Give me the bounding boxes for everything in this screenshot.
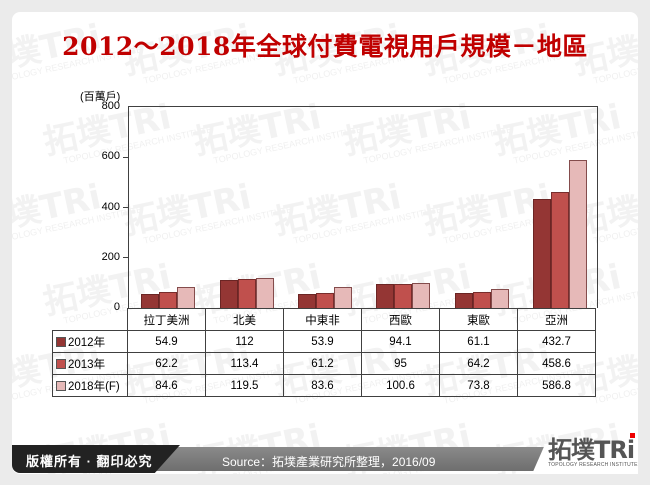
bar [490,289,509,308]
legend-label: 2012年 [68,336,106,349]
chart-title: 2012～2018年全球付費電視用戶規模－地區 [62,32,588,61]
category-label: 拉丁美洲 [127,308,206,331]
bar [237,279,256,308]
category-label: 西歐 [361,308,440,331]
bar [333,287,352,308]
bar [454,293,473,308]
y-tick-800: 800 [101,100,120,112]
watermark-subtext: TOPOLOGY RESEARCH INSTITUTE [12,204,144,246]
table-cell: 458.6 [517,352,596,375]
table-header-row: 拉丁美洲 北美 中東非 西歐 東歐 亞洲 [52,308,596,331]
y-tick-400: 400 [101,201,120,213]
legend-item-2018f: 2018年(F) [52,374,128,397]
bar [315,293,334,308]
legend-item-2013: 2013年 [52,352,128,375]
table-cell: 112 [205,330,284,353]
category-label: 亞洲 [517,308,596,331]
y-tick-600: 600 [101,150,120,162]
table-corner [52,308,128,331]
bar [412,283,431,308]
bar [550,192,569,308]
table-cell: 119.5 [205,374,284,397]
bar [297,294,316,308]
logo-red-dot-icon [629,433,635,438]
bar [472,292,491,308]
watermark-subtext: TOPOLOGY RESEARCH INSTITUTE [592,364,638,406]
copyright-text: 版權所有 · 翻印必究 [26,454,153,469]
table-cell: 586.8 [517,374,596,397]
legend-label: 2013年 [68,358,106,371]
table-cell: 53.9 [283,330,362,353]
table-cell: 73.8 [439,374,518,397]
bar [532,199,551,308]
bar [219,280,238,308]
table-cell: 84.6 [127,374,206,397]
footer-source-band [132,447,552,471]
bar [376,284,395,308]
table-cell: 61.2 [283,352,362,375]
footer-logo-area [532,445,638,474]
legend-swatch-icon [56,380,66,391]
table-cell: 54.9 [127,330,206,353]
data-table: 拉丁美洲 北美 中東非 西歐 東歐 亞洲 2012年 54.9 112 53.9… [52,308,596,397]
y-tickmark [123,157,128,158]
category-label: 中東非 [283,308,362,331]
bar [177,287,196,308]
table-cell: 61.1 [439,330,518,353]
table-cell: 83.6 [283,374,362,397]
logo-subtitle: TOPOLOGY RESEARCH INSTITUTE [548,462,638,468]
table-cell: 432.7 [517,330,596,353]
table-row: 2018年(F) 84.6 119.5 83.6 100.6 73.8 586.… [52,374,596,397]
legend-swatch-icon [56,336,66,347]
category-label: 東歐 [439,308,518,331]
legend-label: 2018年(F) [68,380,120,393]
table-row: 2013年 62.2 113.4 61.2 95 64.2 458.6 [52,352,596,375]
bar [394,284,413,308]
plot-area [128,106,598,308]
y-tick-200: 200 [101,251,120,263]
y-axis-unit-label: (百萬戶) [80,91,121,103]
source-text: Source：拓墣產業研究所整理，2016/09 [222,455,436,469]
logo-mark: 拓墣TRi [548,436,635,464]
bar [568,160,587,308]
legend-swatch-icon [56,358,66,369]
watermark-subtext: TOPOLOGY RESEARCH INSTITUTE [592,204,638,246]
bar [159,292,178,308]
table-cell: 95 [361,352,440,375]
tri-logo: 拓墣TRi TOPOLOGY RESEARCH INSTITUTE [548,430,638,468]
table-cell: 94.1 [361,330,440,353]
table-cell: 100.6 [361,374,440,397]
legend-item-2012: 2012年 [52,330,128,353]
y-tick-0: 0 [113,301,120,313]
y-tickmark [123,257,128,258]
table-row: 2012年 54.9 112 53.9 94.1 61.1 432.7 [52,330,596,353]
table-cell: 64.2 [439,352,518,375]
bar [255,278,274,308]
category-label: 北美 [205,308,284,331]
bar [141,294,160,308]
table-cell: 113.4 [205,352,284,375]
y-tickmark [123,207,128,208]
table-cell: 62.2 [127,352,206,375]
footer-copyright-band [12,445,180,473]
footer-bar: 版權所有 · 翻印必究 Source：拓墣產業研究所整理，2016/09 [12,445,638,474]
